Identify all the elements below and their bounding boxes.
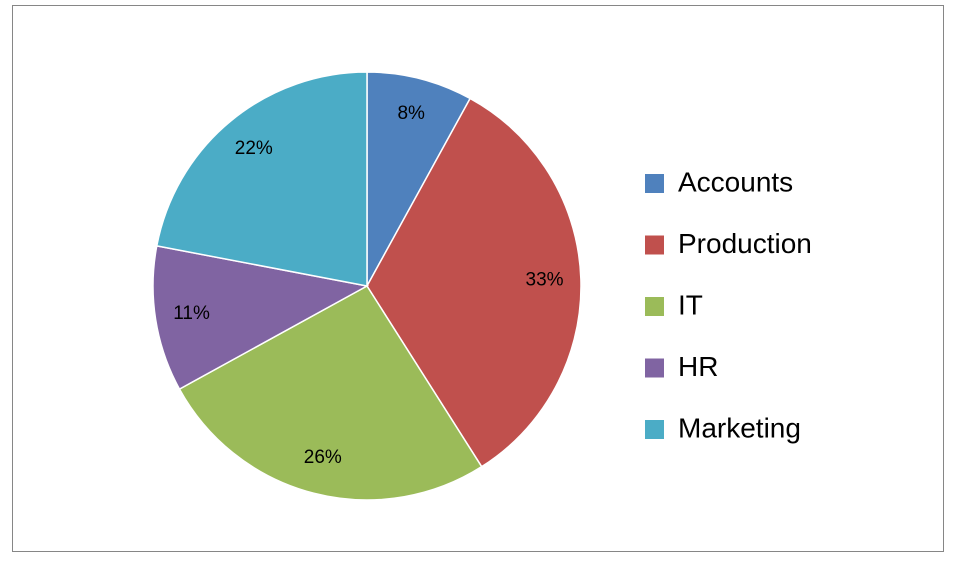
- legend-swatch: [645, 174, 664, 193]
- legend-swatch: [645, 297, 664, 316]
- pie-slice: [178, 285, 483, 501]
- legend-label: Marketing: [678, 412, 801, 443]
- pie-slice: [366, 71, 472, 287]
- legend-label: HR: [678, 351, 718, 382]
- data-label: 22%: [235, 138, 273, 159]
- legend-label: Accounts: [678, 166, 793, 197]
- legend-swatch: [645, 358, 664, 378]
- pie-slice: [366, 97, 582, 468]
- data-label: 33%: [526, 269, 564, 290]
- legend-swatch: [645, 235, 664, 255]
- legend-swatch: [645, 420, 664, 439]
- data-label: 8%: [397, 103, 425, 124]
- legend-label: Production: [678, 228, 812, 259]
- data-label: 11%: [173, 303, 210, 324]
- pie-slice: [155, 71, 368, 287]
- legend-label: IT: [678, 289, 703, 320]
- pie-slice: [152, 245, 370, 391]
- data-label: 26%: [304, 447, 342, 468]
